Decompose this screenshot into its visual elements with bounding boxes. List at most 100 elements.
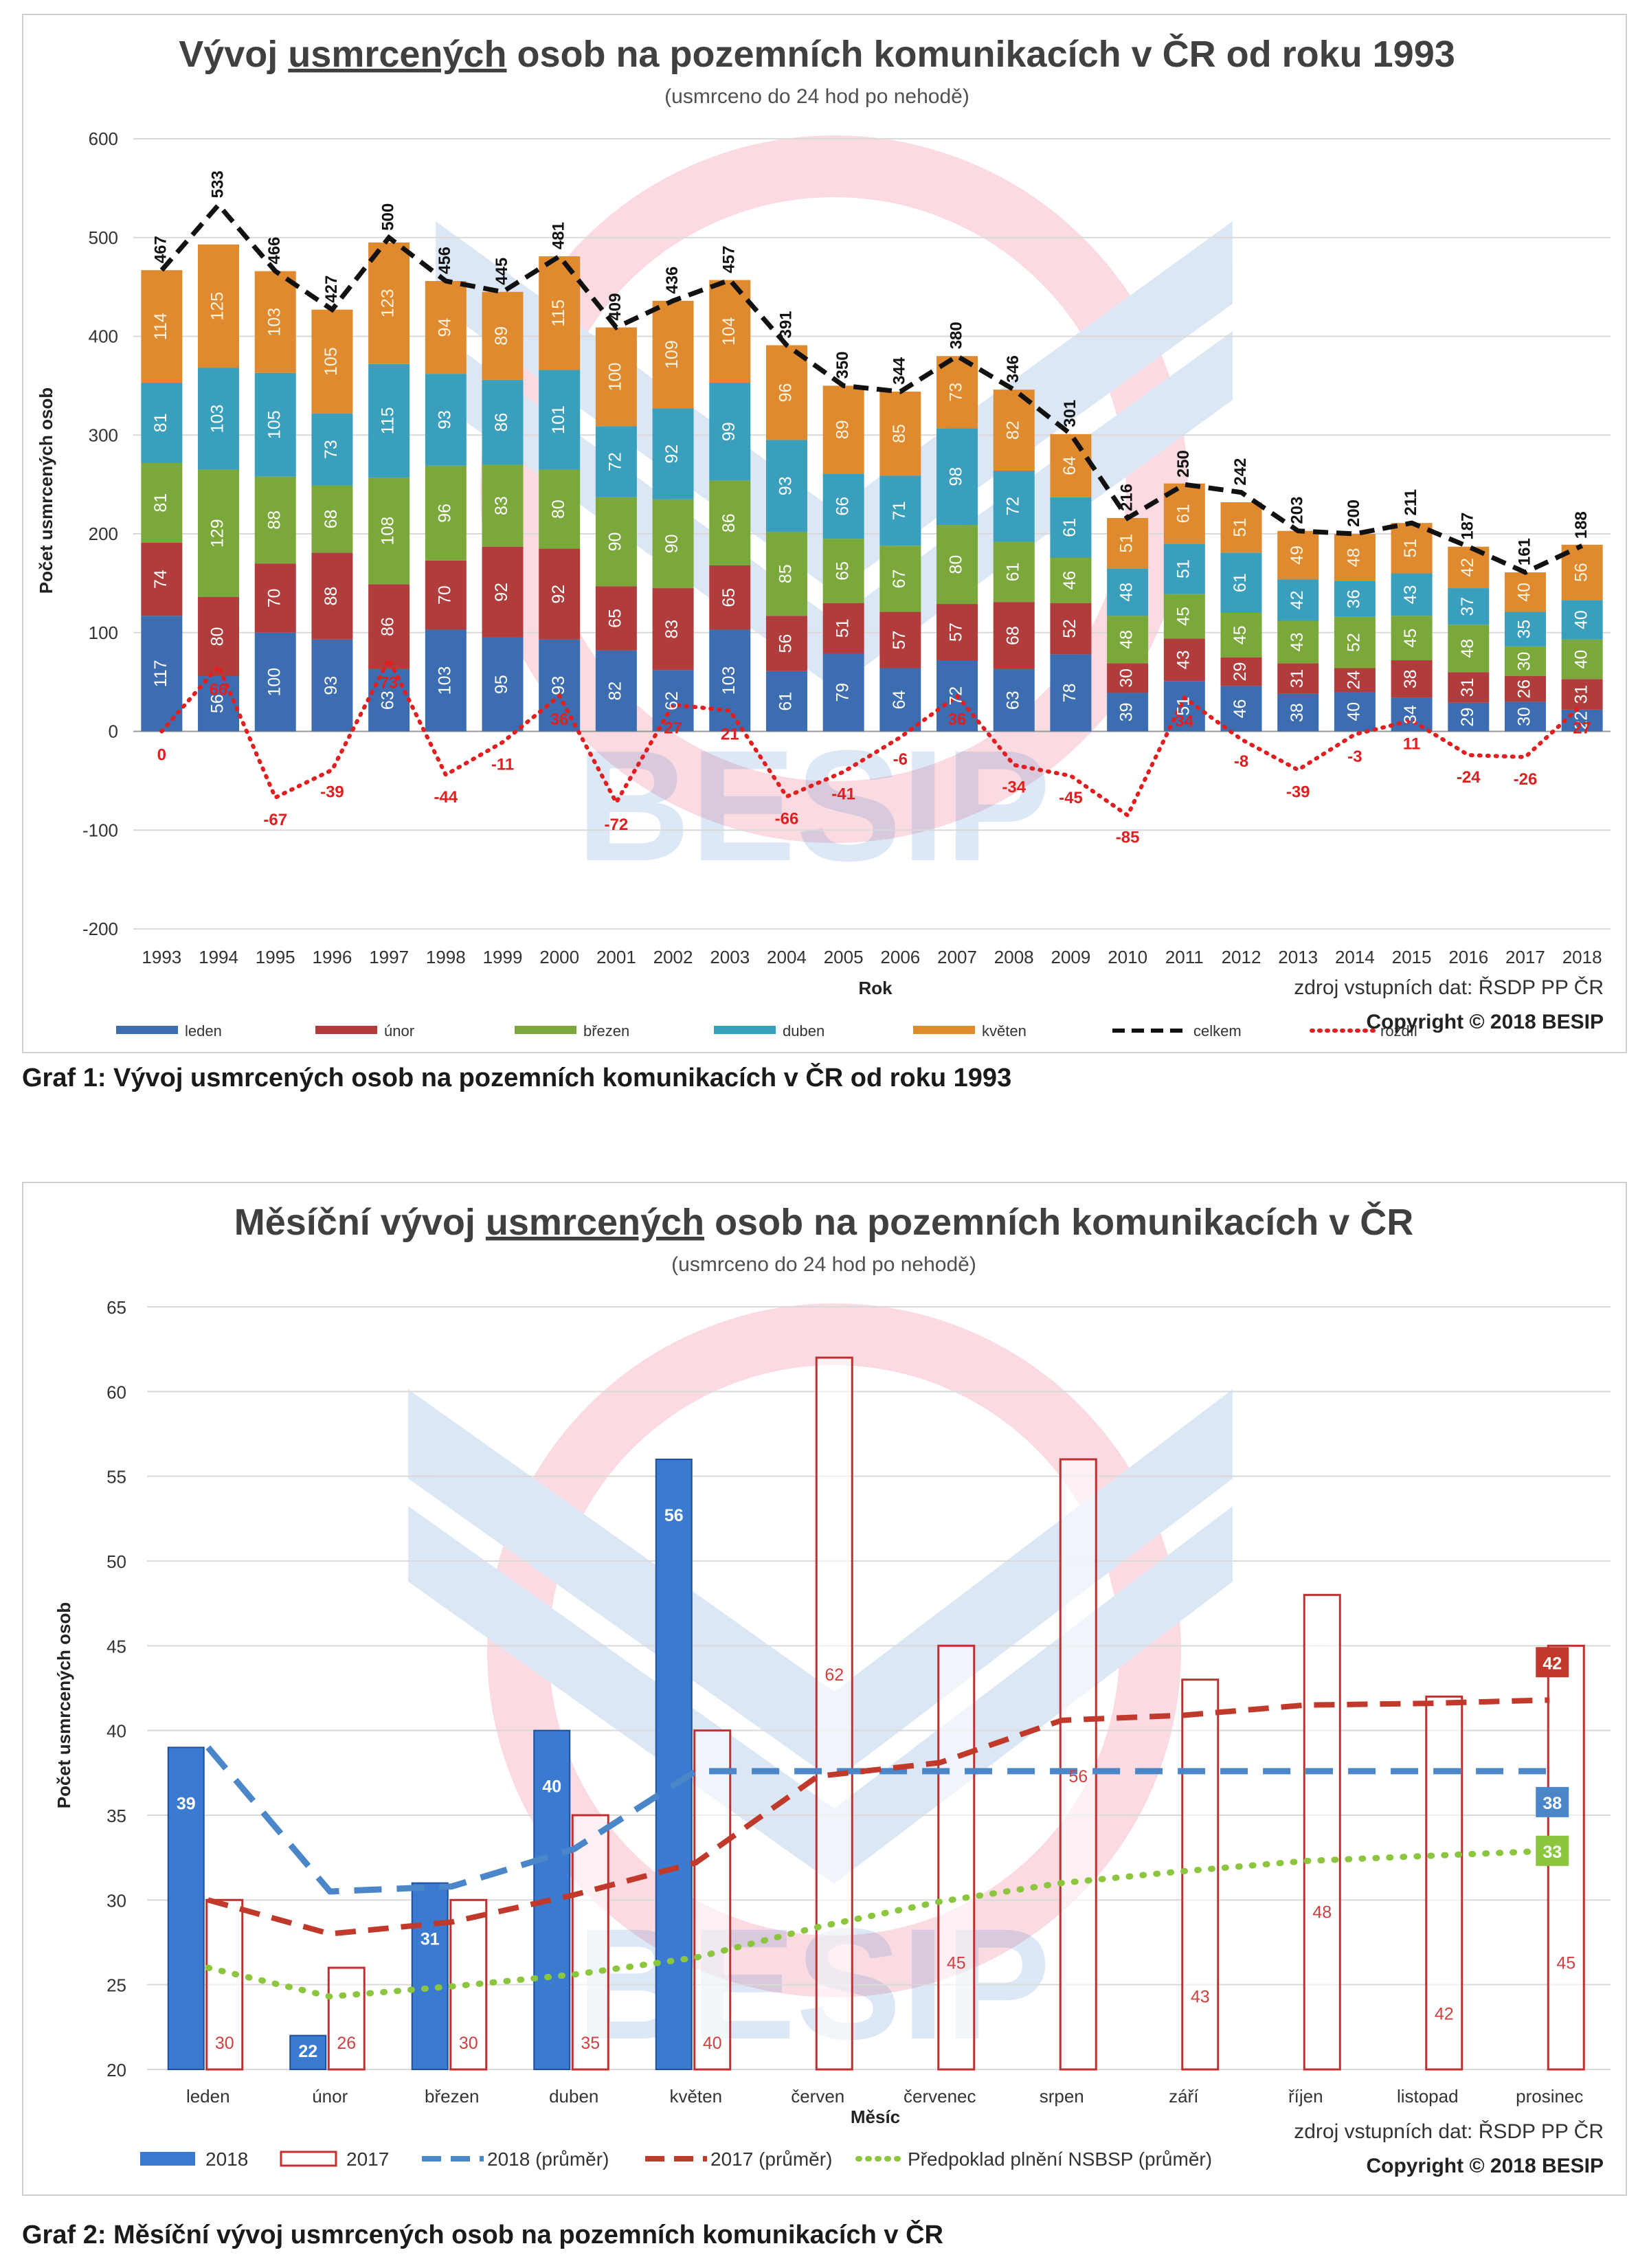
chart1-bar-segment	[709, 565, 751, 630]
chart1-total-label: 500	[379, 203, 397, 231]
chart1-segment-label: 43	[1174, 650, 1193, 669]
chart1-bar-segment	[822, 473, 864, 539]
chart1-segment-label: 115	[549, 300, 568, 327]
chart1-bar-segment	[1050, 603, 1092, 655]
chart1-segment-label: 51	[1117, 534, 1136, 553]
chart1-bar-segment	[652, 670, 694, 732]
chart2-copyright: Copyright © 2018 BESIP	[1366, 2155, 1604, 2177]
chart2-xtick: prosinec	[1516, 2086, 1583, 2107]
chart1-xtick: 1996	[313, 947, 352, 967]
chart1-bar-segment	[482, 291, 524, 380]
chart1-xtick: 1994	[199, 947, 238, 967]
chart1-total-label: 187	[1459, 513, 1477, 540]
chart2-ytick: 40	[106, 1721, 126, 1742]
chart1-segment-label: 96	[776, 383, 796, 403]
chart2-xtick: březen	[425, 2086, 480, 2107]
chart1-bar-segment	[936, 356, 978, 429]
chart1-segment-label: 93	[549, 676, 568, 695]
chart1-xtick: 1995	[256, 947, 295, 967]
chart1-segment-label: 89	[492, 326, 511, 346]
chart1-segment-label: 103	[435, 666, 454, 695]
chart1-bar-segment	[482, 637, 524, 732]
chart1-bar-segment	[1448, 625, 1490, 673]
chart1-segment-label: 39	[1117, 703, 1136, 722]
chart2-label-2017: 45	[1556, 1953, 1575, 1973]
chart1-segment-label: 61	[1231, 573, 1250, 592]
chart1-segment-label: 82	[1003, 420, 1022, 440]
chart1-segment-label: 86	[379, 617, 398, 636]
chart2-ytick: 65	[106, 1297, 126, 1318]
chart1-xtick: 2010	[1108, 947, 1147, 967]
chart1-bar-segment	[1561, 679, 1603, 710]
chart2-label-2017: 26	[337, 2034, 356, 2053]
chart1-segment-label: 46	[1060, 571, 1079, 590]
chart2-ytick: 50	[106, 1551, 126, 1572]
chart1-xtick: 2000	[539, 947, 579, 967]
chart1-difference-label: -41	[831, 785, 855, 803]
chart1-segment-label: 80	[549, 499, 568, 519]
chart1-segment-label: 40	[1344, 702, 1363, 721]
chart1-bar-segment	[1448, 588, 1490, 625]
chart1-segment-label: 22	[1571, 711, 1591, 730]
chart2-end-label: 38	[1543, 1794, 1562, 1813]
chart1-segment-label: 81	[151, 413, 170, 432]
chart1-bar-segment	[425, 465, 467, 561]
chart1-bar-segment	[652, 408, 694, 499]
chart1-bar-segment	[1107, 663, 1149, 693]
chart2-end-label-box	[1536, 1786, 1569, 1817]
chart1-segment-label: 95	[492, 675, 511, 694]
chart1-bar-segment	[1561, 639, 1603, 680]
chart1-segment-label: 31	[1458, 678, 1477, 697]
chart1-segment-label: 48	[1117, 583, 1136, 602]
chart1-bar-segment	[1277, 579, 1319, 621]
chart1-segment-label: 78	[1060, 684, 1079, 703]
chart1-total-label: 301	[1061, 400, 1079, 427]
chart1-segment-label: 45	[1231, 625, 1250, 644]
chart2-end-label-box	[1536, 1647, 1569, 1678]
chart1-bar-segment	[1107, 693, 1149, 732]
chart1-xtick: 2007	[937, 947, 977, 967]
chart1-subtitle: (usmrceno do 24 hod po nehodě)	[664, 85, 969, 108]
chart1-bar-segment	[709, 629, 751, 732]
chart1-bar-segment	[1334, 581, 1376, 617]
chart1-segment-label: 80	[947, 555, 966, 574]
chart1-total-label: 391	[776, 311, 795, 338]
chart1-bar-segment	[539, 469, 581, 549]
chart1-legend-swatch	[116, 1026, 178, 1034]
chart1-bar-segment	[936, 604, 978, 660]
chart1-xtick: 2018	[1562, 947, 1602, 967]
chart2-bar-2017	[1181, 1678, 1220, 2071]
chart1-bar-segment	[141, 270, 183, 383]
chart1-xtick: 2009	[1051, 947, 1091, 967]
chart1-total-label: 457	[720, 246, 739, 273]
chart1-bar-segment	[311, 552, 353, 640]
chart1-segment-label: 52	[1344, 633, 1363, 652]
chart1-bar-segment	[1391, 573, 1433, 616]
chart1-segment-label: 51	[1174, 697, 1193, 716]
chart1-segment-label: 66	[833, 497, 852, 516]
chart1-segment-label: 115	[379, 407, 398, 434]
chart1-bar-segment	[1163, 638, 1205, 682]
chart1-bar-segment	[709, 383, 751, 481]
chart1-segment-label: 29	[1458, 708, 1477, 727]
chart2-bar-2018	[289, 2034, 327, 2070]
chart1-segment-label: 93	[435, 410, 454, 429]
chart1-xtick: 2012	[1222, 947, 1261, 967]
chart2-svg: BESIP Měsíční vývoj usmrcených osob na p…	[54, 1201, 1611, 2177]
chart1-segment-label: 30	[1515, 707, 1534, 726]
chart1-segment-label: 104	[719, 317, 739, 346]
chart1-difference-label: 36	[948, 710, 967, 729]
chart1-segment-label: 86	[719, 513, 739, 532]
chart1-segment-label: 65	[833, 561, 852, 581]
chart1-bar-segment	[936, 428, 978, 526]
chart1-segment-label: 57	[947, 622, 966, 642]
chart1-segment-label: 82	[605, 682, 625, 701]
chart1-segment-label: 85	[776, 564, 796, 583]
chart1-bar-segment	[198, 244, 240, 368]
chart1-bar-segment	[368, 363, 410, 478]
chart1-segment-label: 42	[1288, 590, 1307, 609]
chart1-bar-segment	[254, 476, 296, 564]
chart2-end-label: 33	[1543, 1843, 1562, 1862]
chart1-copyright: Copyright © 2018 BESIP	[1366, 1011, 1604, 1033]
chart1-segment-label: 51	[1174, 559, 1193, 579]
